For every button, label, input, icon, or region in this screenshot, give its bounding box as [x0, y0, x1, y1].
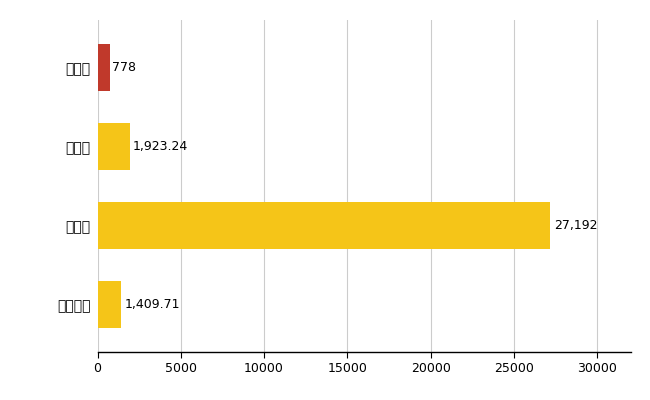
- Text: 778: 778: [112, 61, 136, 74]
- Bar: [98, 202, 551, 249]
- Bar: [98, 123, 129, 170]
- Bar: [98, 281, 121, 328]
- Text: 1,923.24: 1,923.24: [133, 140, 188, 153]
- Text: 27,192: 27,192: [554, 219, 597, 232]
- Text: 1,409.71: 1,409.71: [124, 298, 180, 311]
- Bar: [98, 44, 111, 91]
